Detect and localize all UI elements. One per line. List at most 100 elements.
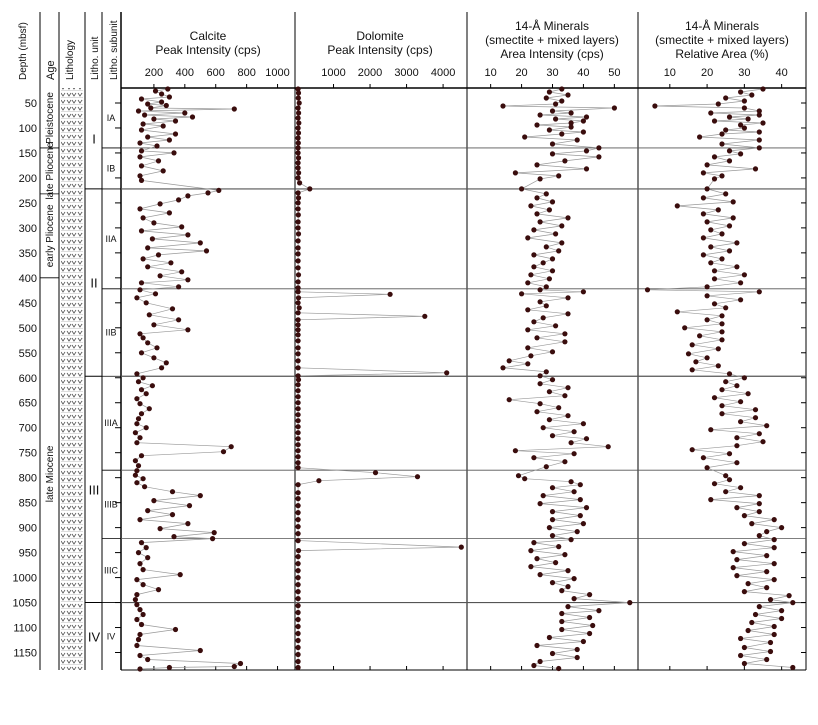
data-point: [295, 490, 301, 496]
data-point: [546, 89, 553, 95]
data-point: [674, 309, 680, 315]
data-point: [295, 524, 301, 530]
data-point: [137, 631, 143, 638]
data-point: [295, 430, 301, 436]
data-point: [734, 573, 740, 579]
data-point: [145, 245, 151, 251]
data-point: [151, 322, 157, 328]
data-point: [700, 195, 707, 201]
data-point: [537, 112, 543, 118]
data-point: [771, 537, 777, 543]
data-point: [568, 479, 574, 485]
data-point: [689, 447, 695, 453]
data-point: [134, 616, 140, 623]
data-point: [295, 509, 301, 516]
data-point: [525, 280, 531, 286]
data-point: [295, 436, 301, 442]
data-point: [295, 145, 301, 151]
data-point: [137, 173, 143, 179]
data-point: [295, 285, 301, 291]
data-point: [295, 658, 301, 665]
data-point: [295, 332, 301, 338]
data-point: [295, 548, 302, 554]
data-point: [596, 154, 602, 160]
data-point: [723, 305, 729, 311]
data-point: [142, 484, 148, 490]
data-point: [135, 636, 142, 643]
panel-title-line: (smectite + mixed layers): [655, 33, 789, 47]
data-point: [531, 252, 537, 258]
data-point: [562, 158, 568, 164]
data-point: [693, 359, 699, 365]
data-point: [756, 509, 762, 515]
data-point: [756, 289, 762, 295]
data-point: [295, 289, 301, 295]
panel-title-line: Peak Intensity (cps): [327, 43, 432, 57]
data-point: [295, 130, 302, 136]
data-point: [697, 333, 703, 339]
data-point: [741, 105, 748, 111]
data-point: [756, 493, 762, 499]
data-point: [771, 561, 777, 567]
data-point: [295, 388, 301, 394]
x-tick-label: 40: [776, 67, 788, 79]
data-point: [519, 291, 525, 297]
data-point: [764, 585, 770, 591]
data-point: [715, 207, 721, 213]
data-point: [580, 521, 587, 527]
data-point: [197, 647, 203, 654]
data-point: [506, 358, 512, 364]
data-point: [295, 140, 301, 146]
litho-subunit-label: IV: [107, 631, 116, 641]
data-point: [295, 345, 301, 351]
data-point: [708, 427, 714, 433]
data-point: [580, 118, 587, 124]
data-point: [295, 454, 301, 460]
litho-subunit-label: IIIC: [104, 566, 119, 576]
data-point: [295, 358, 301, 364]
data-point: [543, 369, 549, 375]
depth-tick-label: 350: [19, 248, 37, 260]
data-point: [295, 300, 301, 306]
data-point: [134, 421, 140, 427]
data-point: [295, 603, 301, 609]
data-point: [562, 339, 568, 345]
data-point: [546, 389, 553, 395]
data-point: [730, 565, 736, 571]
data-point: [525, 307, 531, 313]
age-label: Pleistocene: [45, 92, 56, 144]
data-point: [726, 223, 733, 229]
data-point: [549, 268, 556, 274]
data-point: [146, 406, 152, 412]
data-point: [741, 541, 748, 547]
data-point: [151, 498, 157, 504]
data-point: [745, 627, 751, 634]
left-headers: Depth (mbsf) Age Lithology Litho. unit L…: [18, 20, 120, 80]
data-point: [745, 116, 751, 122]
data-point: [295, 125, 301, 131]
data-point: [169, 489, 176, 495]
data-point: [295, 160, 301, 166]
data-point: [719, 387, 725, 393]
data-point: [559, 626, 565, 633]
data-point: [159, 91, 165, 97]
data-point: [700, 170, 707, 176]
data-point: [295, 531, 301, 537]
data-point: [197, 240, 203, 246]
x-tick-label: 800: [237, 67, 255, 79]
depth-tick-label: 950: [19, 548, 37, 560]
data-point: [531, 319, 537, 325]
data-point: [154, 345, 160, 351]
data-point: [711, 118, 718, 124]
data-point: [734, 240, 740, 246]
data-point: [295, 568, 301, 574]
data-point: [534, 211, 540, 217]
data-point: [764, 569, 770, 575]
data-point: [512, 448, 519, 454]
data-point: [157, 526, 163, 532]
data-point: [562, 552, 568, 558]
data-point: [568, 537, 574, 543]
data-point: [295, 86, 301, 92]
data-point: [134, 480, 140, 486]
